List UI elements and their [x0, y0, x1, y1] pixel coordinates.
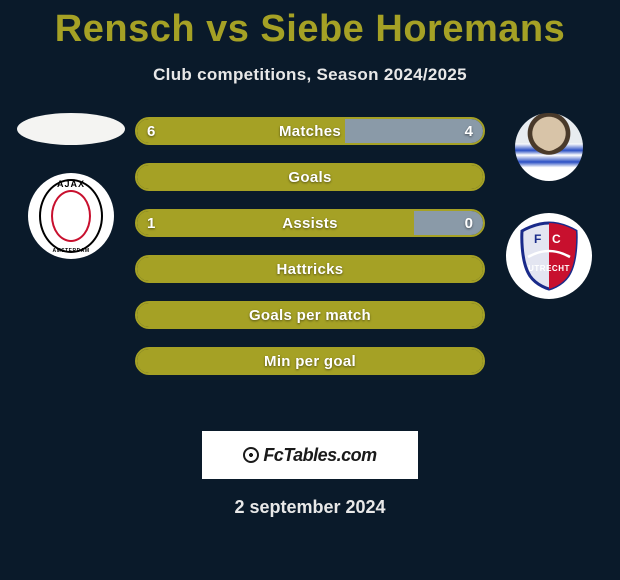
right-player-column: F C UTRECHT: [484, 113, 614, 299]
ajax-crest-text-bottom: AMSTERDAM: [28, 248, 114, 254]
page-subtitle: Club competitions, Season 2024/2025: [0, 65, 620, 85]
football-icon: [243, 447, 259, 463]
attribution-badge: FcTables.com: [202, 431, 418, 479]
stat-bar-label: Hattricks: [137, 257, 483, 281]
ajax-crest-outer: AJAX AMSTERDAM: [39, 179, 103, 253]
stat-bar-left-value: 6: [147, 119, 155, 143]
page-title: Rensch vs Siebe Horemans: [0, 0, 620, 51]
attribution-text: FcTables.com: [263, 445, 376, 466]
stat-bar-label: Min per goal: [137, 349, 483, 373]
stat-bar: Goals: [135, 163, 485, 191]
stat-bar-label: Goals per match: [137, 303, 483, 327]
comparison-panel: AJAX AMSTERDAM F C UTRECHT Matches6 4 Goal…: [0, 113, 620, 423]
stat-bar-label: Matches: [137, 119, 483, 143]
stat-bar-label: Assists: [137, 211, 483, 235]
stat-bar-right-value: 4: [465, 119, 473, 143]
right-player-photo: [515, 113, 583, 181]
stat-bar: Assists1 0: [135, 209, 485, 237]
svg-text:UTRECHT: UTRECHT: [528, 264, 570, 273]
left-club-logo: AJAX AMSTERDAM: [28, 173, 114, 259]
stat-bar: Matches6 4: [135, 117, 485, 145]
left-player-column: AJAX AMSTERDAM: [6, 113, 136, 259]
snapshot-date: 2 september 2024: [0, 497, 620, 518]
utrecht-crest-icon: F C UTRECHT: [518, 221, 580, 291]
stat-bar: Hattricks: [135, 255, 485, 283]
ajax-crest-inner: [51, 190, 91, 242]
stat-bar-label: Goals: [137, 165, 483, 189]
right-club-logo: F C UTRECHT: [506, 213, 592, 299]
left-player-placeholder: [17, 113, 125, 145]
svg-text:C: C: [552, 232, 561, 246]
stat-bar-left-value: 1: [147, 211, 155, 235]
stat-bar: Min per goal: [135, 347, 485, 375]
stat-bar: Goals per match: [135, 301, 485, 329]
stat-bars-container: Matches6 4 Goals Assists1 0 Hattricks Goals pe…: [135, 113, 485, 375]
ajax-crest-text-top: AJAX: [28, 179, 114, 189]
svg-text:F: F: [534, 232, 541, 246]
stat-bar-right-value: 0: [465, 211, 473, 235]
